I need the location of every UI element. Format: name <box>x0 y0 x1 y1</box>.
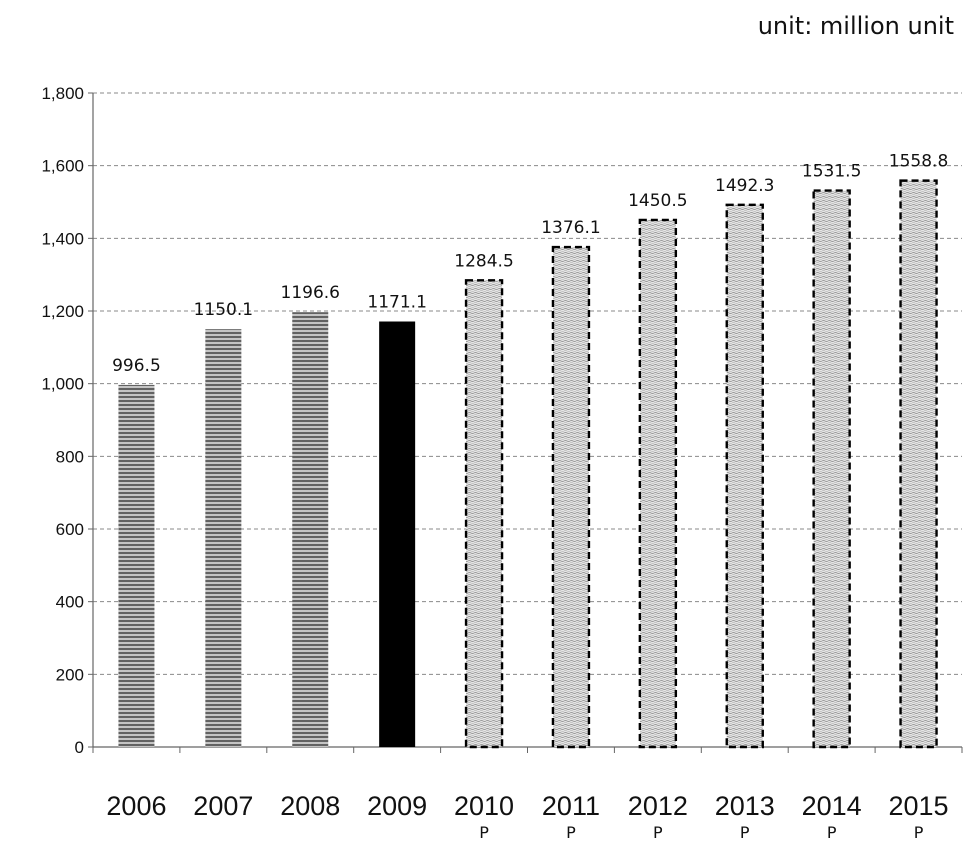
x-tick-label-2011: 2011 <box>542 791 600 821</box>
projection-marker-2011: P <box>566 823 576 842</box>
x-tick-label-2014: 2014 <box>802 791 862 821</box>
data-label-2009: 1171.1 <box>367 293 426 313</box>
y-tick-label: 1,600 <box>41 157 84 176</box>
x-tick-label-2008: 2008 <box>280 791 340 821</box>
bar-2014 <box>814 191 850 747</box>
data-label-2008: 1196.6 <box>281 283 340 303</box>
bar-2012 <box>640 220 676 747</box>
data-label-2013: 1492.3 <box>715 176 774 196</box>
projection-marker-2015: P <box>914 823 924 842</box>
y-tick-label: 0 <box>75 738 84 757</box>
x-tick-label-2007: 2007 <box>193 791 253 821</box>
y-tick-label: 200 <box>56 665 84 684</box>
y-tick-label: 1,800 <box>41 84 84 103</box>
projection-marker-2012: P <box>653 823 663 842</box>
bar-2015 <box>901 181 937 747</box>
bars <box>118 181 936 747</box>
bar-2009 <box>379 322 415 747</box>
x-tick-label-2013: 2013 <box>715 791 775 821</box>
data-label-2010: 1284.5 <box>454 251 513 271</box>
data-label-2007: 1150.1 <box>194 300 253 320</box>
x-tick-label-2009: 2009 <box>367 791 427 821</box>
projection-marker-2013: P <box>740 823 750 842</box>
y-tick-label: 600 <box>56 520 84 539</box>
bar-2008 <box>292 312 328 747</box>
projection-marker-2010: P <box>479 823 489 842</box>
data-label-2012: 1450.5 <box>628 191 687 211</box>
y-tick-label: 400 <box>56 593 84 612</box>
data-label-2006: 996.5 <box>112 356 161 376</box>
y-tick-label: 1,400 <box>41 229 84 248</box>
x-tick-label-2010: 2010 <box>454 791 514 821</box>
bar-2006 <box>118 385 154 747</box>
bar-2013 <box>727 205 763 747</box>
bar-2007 <box>205 329 241 747</box>
x-tick-label-2015: 2015 <box>889 791 949 821</box>
data-label-2015: 1558.8 <box>889 152 948 172</box>
y-tick-label: 1,200 <box>41 302 84 321</box>
bar-2010 <box>466 280 502 747</box>
x-tick-label-2012: 2012 <box>628 791 688 821</box>
x-tick-label-2006: 2006 <box>106 791 166 821</box>
y-tick-label: 1,000 <box>41 375 84 394</box>
bar-2011 <box>553 247 589 747</box>
projection-marker-2014: P <box>827 823 837 842</box>
data-label-2014: 1531.5 <box>802 162 861 182</box>
y-tick-label: 800 <box>56 447 84 466</box>
data-label-2011: 1376.1 <box>541 218 600 238</box>
